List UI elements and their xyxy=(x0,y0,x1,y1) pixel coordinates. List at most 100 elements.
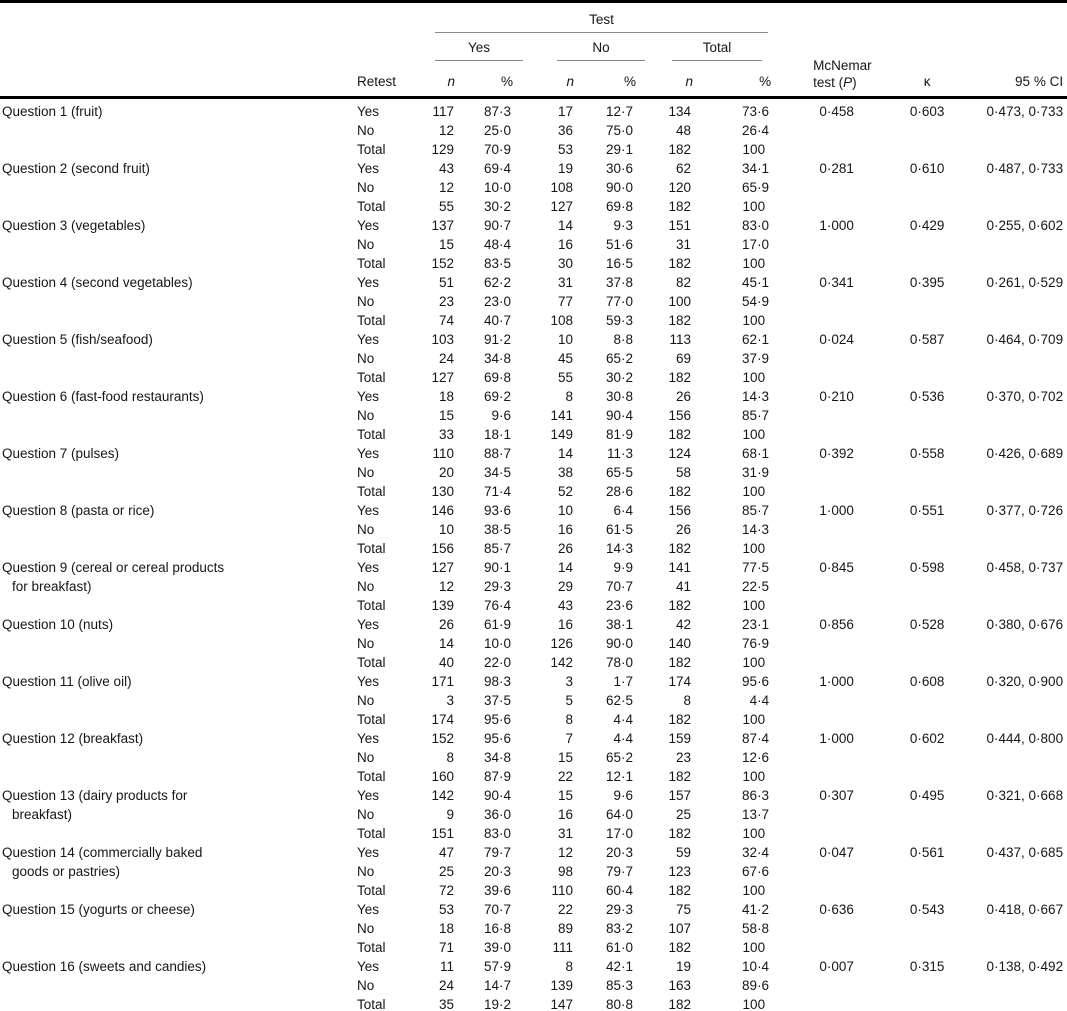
ci-value: 0·444, 0·800 xyxy=(986,731,1064,746)
test-yes-n: 12 xyxy=(438,180,454,195)
test-no-pct: 65·2 xyxy=(605,351,633,366)
test-yes-n: 55 xyxy=(438,199,454,214)
test-no-pct: 38·1 xyxy=(605,617,633,632)
test-total-pct: 89·6 xyxy=(742,978,770,993)
test-total-n: 182 xyxy=(668,883,691,898)
retest-value: Yes xyxy=(357,845,380,860)
table-row: Question 3 (vegetables) Yes 137 90·7 14 9·3 15… xyxy=(0,216,1067,235)
retest-value: Total xyxy=(357,142,386,157)
test-yes-n: 151 xyxy=(431,826,454,841)
test-no-n: 126 xyxy=(550,636,573,651)
test-no-pct: 42·1 xyxy=(605,959,633,974)
test-total-n: 134 xyxy=(668,104,691,119)
kappa-value: 0·587 xyxy=(909,332,945,347)
test-group-label: Test xyxy=(589,12,614,27)
test-yes-pct: 19·2 xyxy=(483,997,511,1011)
test-total-pct: 37·9 xyxy=(742,351,770,366)
test-no-n: 16 xyxy=(557,807,573,822)
test-yes-pct: 22·0 xyxy=(483,655,511,670)
ci-value: 0·458, 0·737 xyxy=(986,560,1064,575)
test-no-n: 3 xyxy=(565,674,573,689)
test-total-pct: 34·1 xyxy=(742,161,770,176)
test-total-n: 182 xyxy=(668,541,691,556)
table-row: Question 2 (second fruit) Yes 43 69·4 19 30·6… xyxy=(0,159,1067,178)
test-yes-pct: 93·6 xyxy=(483,503,511,518)
test-yes-n: 47 xyxy=(438,845,454,860)
test-total-pct: 85·7 xyxy=(742,408,770,423)
kappa-value: 0·395 xyxy=(909,275,945,290)
retest-value: Total xyxy=(357,712,386,727)
no-pct-header: % xyxy=(574,61,636,99)
test-total-pct: 100 xyxy=(742,427,766,442)
test-yes-n: 3 xyxy=(446,693,454,708)
test-yes-n: 51 xyxy=(438,275,454,290)
retest-value: Yes xyxy=(357,959,380,974)
test-yes-pct: 23·0 xyxy=(483,294,511,309)
table-row: Total 151 83·0 31 17·0 182 100 xyxy=(0,824,1067,843)
mcnemar-p-value: 1·000 xyxy=(819,503,854,518)
table-row: Question 13 (dairy products for breakfast… xyxy=(0,786,1067,822)
test-yes-pct: 34·5 xyxy=(483,465,511,480)
test-total-pct: 100 xyxy=(742,541,766,556)
retest-value: Total xyxy=(357,883,386,898)
test-yes-n: 146 xyxy=(431,503,454,518)
mcnemar-header-line1: McNemar xyxy=(813,58,872,73)
test-no-n: 110 xyxy=(551,883,573,898)
question-label-continuation: goods or pastries) xyxy=(12,864,121,879)
test-no-pct: 85·3 xyxy=(605,978,633,993)
kappa-value: 0·558 xyxy=(909,446,945,461)
kappa-value: 0·602 xyxy=(909,731,945,746)
ci-value: 0·321, 0·668 xyxy=(986,788,1064,803)
test-yes-n: 8 xyxy=(446,750,454,765)
mcnemar-p-value: 1·000 xyxy=(819,731,854,746)
test-no-pct: 51·6 xyxy=(605,237,633,252)
mcnemar-p-value: 0·341 xyxy=(819,275,854,290)
test-total-pct: 100 xyxy=(742,256,766,271)
retest-value: No xyxy=(357,750,375,765)
test-no-pct: 23·6 xyxy=(605,598,633,613)
retest-value: Yes xyxy=(357,902,380,917)
test-no-n: 26 xyxy=(557,541,573,556)
mcnemar-p-value: 0·281 xyxy=(819,161,854,176)
test-no-n: 7 xyxy=(565,731,573,746)
test-yes-n: 137 xyxy=(431,218,454,233)
retest-value: Yes xyxy=(357,389,380,404)
question-label: Question 5 (fish/seafood) xyxy=(2,332,153,347)
test-group-header: Test xyxy=(407,2,771,33)
test-yes-n: 12 xyxy=(438,123,454,138)
test-total-pct: 31·9 xyxy=(742,465,770,480)
retest-value: Total xyxy=(357,484,386,499)
retest-value: No xyxy=(357,123,375,138)
test-no-pct: 69·8 xyxy=(605,199,633,214)
test-yes-pct: 70·9 xyxy=(483,142,511,157)
test-yes-n: 40 xyxy=(438,655,454,670)
ci-value: 0·138, 0·492 xyxy=(986,959,1064,974)
test-total-n: 19 xyxy=(675,959,691,974)
table-row: No 15 48·4 16 51·6 31 17·0 xyxy=(0,235,1067,254)
no-group-header: No xyxy=(513,33,645,61)
table-row: Total 71 39·0 111 61·0 182 100 xyxy=(0,938,1067,957)
no-group-label: No xyxy=(592,40,610,55)
test-yes-pct: 83·0 xyxy=(483,826,511,841)
test-total-pct: 100 xyxy=(742,769,766,784)
table-row: Total 40 22·0 142 78·0 182 100 xyxy=(0,653,1067,672)
test-total-n: 182 xyxy=(668,598,691,613)
test-total-n: 159 xyxy=(668,731,691,746)
test-no-n: 38 xyxy=(557,465,573,480)
test-yes-pct: 98·3 xyxy=(483,674,511,689)
test-no-pct: 11·3 xyxy=(606,446,633,461)
ci-value: 0·377, 0·726 xyxy=(986,503,1064,518)
test-total-pct: 85·7 xyxy=(742,503,770,518)
test-no-n: 142 xyxy=(550,655,573,670)
test-total-pct: 41·2 xyxy=(742,902,770,917)
retest-value: Total xyxy=(357,826,386,841)
test-yes-pct: 34·8 xyxy=(483,351,511,366)
test-total-n: 26 xyxy=(675,389,691,404)
test-total-pct: 86·3 xyxy=(742,788,770,803)
test-yes-n: 160 xyxy=(431,769,454,784)
retest-column-header: Retest xyxy=(350,1,407,99)
test-yes-n: 24 xyxy=(438,351,454,366)
test-yes-n: 9 xyxy=(446,807,454,822)
test-no-n: 111 xyxy=(552,940,573,955)
